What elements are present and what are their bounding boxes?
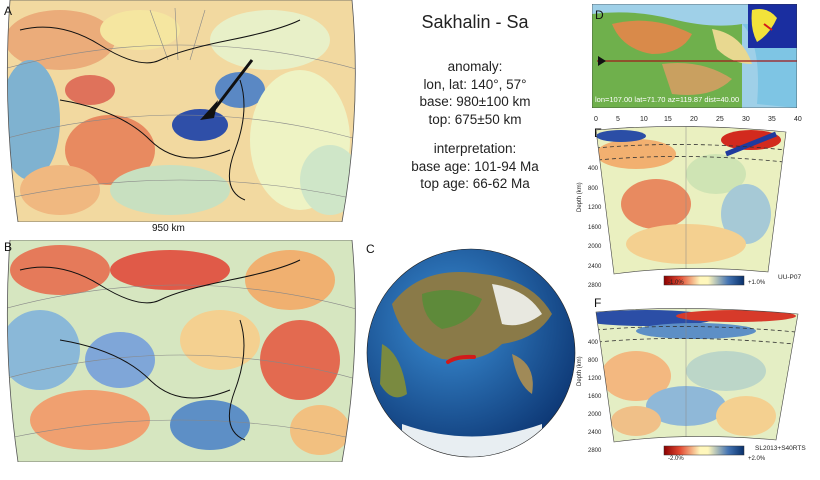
panel-label-d: D (595, 8, 604, 22)
section-f-model-label: SL2013+S40RTS (755, 445, 806, 452)
page-title: Sakhalin - Sa (421, 12, 529, 32)
section-f-image (595, 308, 799, 456)
section-e-scale-max: +1.0% (748, 280, 766, 286)
map-a-scale-label: 950 km (152, 223, 185, 234)
tick: 800 (588, 185, 599, 192)
anomaly-lonlat: lon, lat: 140°, 57° (423, 76, 527, 92)
topo-map-d: lon=107.00 lat=71.70 az=119.87 dist=40.0… (591, 3, 798, 109)
tick: 2800 (588, 283, 602, 289)
interpretation-top-age: top age: 66-62 Ma (420, 176, 530, 191)
section-f (576, 296, 806, 472)
section-e (576, 114, 806, 290)
tick: 800 (588, 358, 599, 364)
topo-status-text: lon=107.00 lat=71.70 az=119.87 dist=40.0… (595, 95, 740, 104)
tick: 2800 (588, 448, 602, 454)
tick: 15 (664, 116, 672, 123)
globe-image (366, 248, 576, 458)
section-f-depth-ticks: 400 800 1200 1600 2000 2400 2800 (588, 334, 601, 460)
tick: 1600 (588, 224, 602, 231)
map-a (0, 0, 360, 223)
colorbar-e (663, 275, 745, 286)
anomaly-base: base: 980±100 km (419, 94, 531, 109)
tick: 2000 (588, 412, 602, 418)
section-f-scale-min: -2.0% (668, 456, 684, 462)
tick: 2400 (588, 263, 602, 270)
topo-map-image (591, 3, 798, 109)
anomaly-info: anomaly: lon, lat: 140°, 57° base: 980±1… (395, 58, 555, 193)
section-e-depth-label: Depth (km) (577, 182, 583, 212)
section-f-depth-label: Depth (km) (577, 356, 583, 386)
tick: 1200 (588, 205, 602, 211)
map-a-image (6, 0, 356, 223)
colorbar-f (663, 445, 745, 456)
interpretation-base-age: base age: 101-94 Ma (411, 158, 539, 174)
tick: 400 (588, 166, 599, 172)
tick: 10 (640, 116, 648, 123)
anomaly-top: top: 675±50 km (428, 111, 522, 127)
tick: 2000 (588, 244, 602, 250)
tick: 35 (768, 116, 776, 123)
map-b (0, 239, 360, 463)
section-e-depth-ticks: 400 800 1200 1600 2000 2400 2800 (588, 160, 601, 297)
tick: 0 (594, 116, 598, 123)
panel-label-b: B (4, 240, 13, 254)
tick: 20 (690, 116, 698, 123)
globe (362, 244, 580, 462)
section-e-image (595, 126, 787, 286)
tick: 30 (742, 116, 750, 123)
tick: 2400 (588, 430, 602, 436)
section-f-scale-max: +2.0% (748, 456, 766, 462)
tick: 25 (716, 116, 724, 123)
anomaly-heading: anomaly: (447, 59, 503, 74)
section-e-scale-min: -1.0% (668, 280, 684, 286)
tick: 1600 (588, 394, 602, 400)
tick: 1200 (588, 376, 602, 382)
panel-label-c: C (366, 242, 375, 256)
map-b-image (6, 239, 356, 463)
panel-label-a: A (4, 4, 13, 18)
section-e-model-label: UU-P07 (778, 274, 802, 281)
interpretation-heading: interpretation: (433, 141, 517, 156)
panel-label-f: F (594, 296, 602, 310)
tick: 40 (794, 116, 802, 123)
tick: 400 (588, 340, 599, 346)
tick: 5 (616, 116, 620, 123)
